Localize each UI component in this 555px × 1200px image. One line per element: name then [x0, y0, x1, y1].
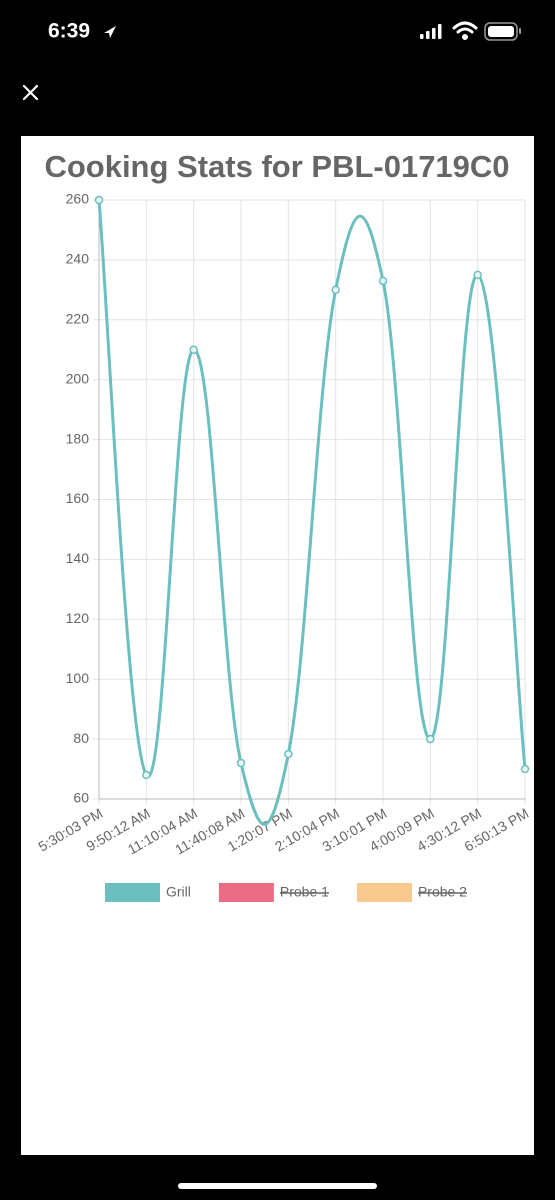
chart-panel: [21, 136, 534, 1155]
signal-icon: [420, 24, 442, 39]
data-point: [378, 276, 388, 286]
legend-label: Grill: [166, 884, 191, 900]
data-point: [284, 749, 293, 759]
data-point: [142, 770, 151, 780]
legend-swatch: [218, 883, 274, 902]
legend-swatch: [356, 883, 412, 902]
y-tick-label: 140: [66, 550, 90, 566]
data-point: [236, 758, 246, 768]
wifi-icon: [452, 21, 478, 40]
legend-label: Probe 2: [418, 884, 467, 900]
battery-level: [488, 26, 514, 37]
data-point: [520, 764, 530, 774]
y-tick-label: 100: [66, 670, 90, 686]
close-button[interactable]: [22, 84, 39, 101]
y-tick-label: 240: [66, 251, 90, 267]
location-icon: [104, 26, 116, 38]
data-point: [473, 270, 482, 280]
y-tick-label: 80: [73, 730, 89, 746]
legend-label: Probe 1: [280, 884, 329, 900]
data-point: [426, 734, 435, 744]
y-tick-label: 160: [66, 490, 90, 506]
y-tick-label: 220: [66, 311, 90, 327]
battery-icon: [484, 22, 518, 41]
data-point: [189, 345, 198, 354]
line-series: [97, 199, 527, 826]
status-time: 6:39: [48, 20, 90, 43]
y-tick-label: 260: [66, 191, 90, 207]
data-point: [94, 195, 104, 205]
y-tick-label: 60: [73, 790, 89, 806]
y-tick-label: 180: [66, 430, 90, 446]
data-point: [331, 285, 340, 295]
y-tick-label: 200: [66, 370, 90, 386]
y-tick-label: 120: [66, 610, 90, 626]
home-indicator: [178, 1183, 377, 1189]
legend-swatch: [105, 883, 160, 902]
battery-tip: [519, 28, 521, 34]
chart-title: Cooking Stats for PBL-01719C0: [44, 149, 509, 184]
